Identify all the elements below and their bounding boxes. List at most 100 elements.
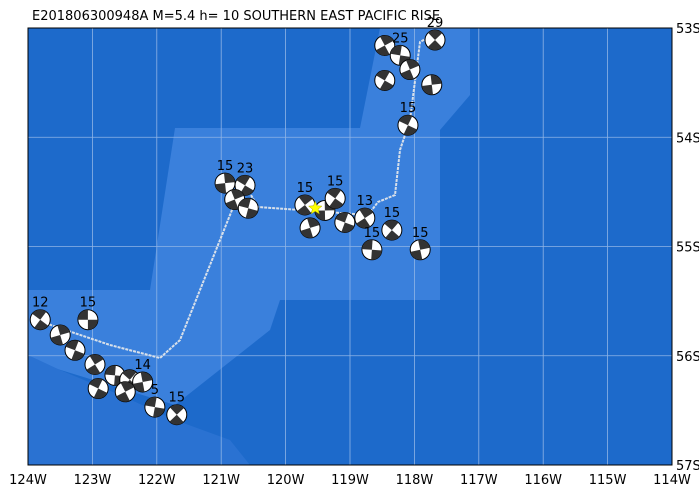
focal-mechanism [49,324,71,346]
beachball-quadrant [71,350,85,361]
lat-tick-label: 56S [676,350,699,365]
lon-tick-label: 117W [460,473,498,488]
lat-tick-label: 54S [676,131,699,146]
focal-mechanism [144,396,166,418]
focal-mechanism [381,219,403,241]
lon-tick-label: 115W [589,473,627,488]
beachball-quadrant [245,208,258,219]
beachball-quadrant [359,208,374,219]
lon-tick-label: 124W [9,473,47,488]
map-title: E201806300948A M=5.4 h= 10 SOUTHERN EAST… [32,9,440,24]
beachball-quadrant [421,84,433,95]
beachball-quadrant [224,173,235,184]
focal-mechanism [374,34,396,56]
lon-tick-label: 122W [138,473,176,488]
focal-mechanism [397,114,419,136]
beachball-quadrant [105,365,116,376]
focal-mechanism [29,309,51,331]
beachball-quadrant [236,175,251,186]
focal-mechanism [237,197,259,219]
beachball-quadrant [50,334,63,345]
depth-label: 13 [357,194,374,209]
beachball-quadrant [427,40,442,51]
depth-label: 15 [217,159,234,174]
beachball-quadrant [77,309,88,320]
beachball-quadrant [361,239,373,250]
depth-label: 15 [297,181,314,196]
beachball-quadrant [122,369,137,380]
beachball-quadrant [430,74,442,85]
beachball-quadrant [120,381,135,392]
beachball-quadrant [298,194,313,205]
beachball-quadrant [398,115,413,126]
beachball-quadrant [297,204,312,216]
beachball-quadrant [93,388,108,399]
beachball-quadrant [238,198,251,209]
beachball-quadrant [376,70,390,81]
beachball-quadrant [65,340,79,351]
focal-mechanism [77,309,99,331]
lon-tick-label: 114W [653,473,691,488]
beachball-quadrant [390,45,402,56]
beachball-quadrant [356,218,371,229]
beachball-quadrant [89,354,104,365]
depth-label: 15 [384,206,401,221]
beachball-quadrant [231,189,244,200]
lon-tick-label: 120W [267,473,305,488]
focal-mechanism [361,239,383,261]
beachball-quadrant [132,381,145,392]
beachball-quadrant [375,45,390,56]
focal-mechanism [334,211,356,233]
beachball-quadrant [32,309,47,320]
beachball-quadrant [116,391,130,402]
depth-label: 12 [32,296,49,311]
focal-mechanism [214,172,236,194]
focal-mechanism [84,353,106,375]
beachball-quadrant [34,319,49,330]
fracture-zone [28,355,250,465]
lat-tick-label: 57S [676,459,699,474]
beachball-quadrant [371,249,382,260]
focal-mechanism [114,381,136,403]
depth-label: 15 [364,226,381,241]
epicenter [307,200,323,215]
beachball-quadrant [87,319,98,330]
lon-tick-label: 123W [74,473,112,488]
beachball-quadrant [215,183,227,194]
beachball-quadrant [400,69,414,80]
focal-mechanism [132,371,154,393]
beachball-quadrant [86,364,101,375]
beachball-quadrant [300,227,313,238]
lon-tick-label: 121W [202,473,240,488]
beachball-quadrant [153,407,165,418]
depth-label: 15 [327,174,344,189]
beachball-quadrant [145,397,157,408]
beachball-quadrant [380,35,394,46]
focal-mechanism [234,174,256,196]
frame [27,27,673,466]
beachball-quadrant [307,217,320,228]
focal-mechanism [424,29,446,51]
focal-mechanism [166,404,188,426]
focal-mechanism [354,207,376,229]
depth-label: 23 [237,161,254,176]
beachball-quadrant [418,239,430,250]
beachball-quadrant [410,249,423,260]
lat-tick-label: 55S [676,241,699,256]
focal-mechanism [374,69,396,91]
focal-mechanism [399,59,421,81]
focal-mechanism [299,217,321,239]
depth-label: 14 [134,358,151,373]
focal-mechanism [421,74,443,96]
lon-tick-label: 116W [524,473,562,488]
depth-label: 15 [412,226,429,241]
beachball-quadrant [89,378,103,389]
focal-mechanism [64,339,86,361]
depth-label: 25 [392,31,409,46]
beachball-quadrant [385,230,400,241]
lon-tick-label: 118W [396,473,434,488]
beachball-quadrant [169,414,184,425]
beachball-quadrant [225,199,239,210]
beachball-quadrant [335,212,349,223]
